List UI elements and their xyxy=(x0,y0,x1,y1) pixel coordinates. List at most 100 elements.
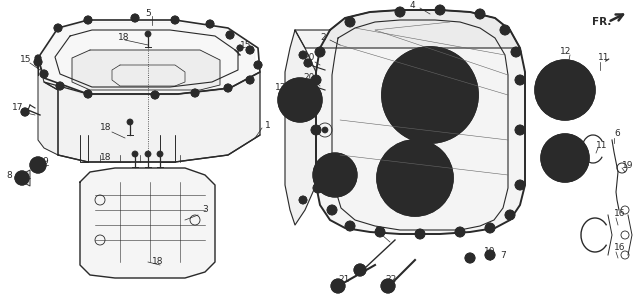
Circle shape xyxy=(299,196,307,204)
Circle shape xyxy=(345,17,355,27)
Circle shape xyxy=(518,183,522,187)
Polygon shape xyxy=(316,10,525,234)
Text: 8: 8 xyxy=(6,170,12,180)
Circle shape xyxy=(131,14,139,22)
Circle shape xyxy=(193,91,196,95)
Circle shape xyxy=(485,250,495,260)
Circle shape xyxy=(35,55,41,61)
Circle shape xyxy=(354,264,366,276)
Circle shape xyxy=(304,79,312,87)
Text: 18: 18 xyxy=(118,33,129,42)
Circle shape xyxy=(391,154,439,202)
Circle shape xyxy=(304,59,312,67)
Circle shape xyxy=(381,279,395,293)
Circle shape xyxy=(248,49,252,52)
Circle shape xyxy=(478,12,482,16)
Text: 19: 19 xyxy=(622,161,634,169)
Circle shape xyxy=(246,76,254,84)
Circle shape xyxy=(503,28,507,32)
Text: 1: 1 xyxy=(265,121,271,130)
Text: 14: 14 xyxy=(375,227,387,236)
Circle shape xyxy=(40,70,48,78)
Polygon shape xyxy=(44,72,260,162)
Circle shape xyxy=(314,128,318,132)
Circle shape xyxy=(514,50,518,54)
Circle shape xyxy=(515,180,525,190)
Circle shape xyxy=(515,125,525,135)
Circle shape xyxy=(15,171,29,185)
Circle shape xyxy=(36,60,40,64)
Circle shape xyxy=(518,78,522,82)
Circle shape xyxy=(286,86,314,114)
Circle shape xyxy=(465,253,475,263)
Circle shape xyxy=(515,75,525,85)
Text: 3: 3 xyxy=(202,205,208,215)
Circle shape xyxy=(134,17,136,20)
Circle shape xyxy=(30,157,46,173)
Circle shape xyxy=(377,140,453,216)
Circle shape xyxy=(127,119,133,125)
Circle shape xyxy=(313,183,323,193)
Polygon shape xyxy=(295,10,520,48)
Text: 9: 9 xyxy=(42,157,48,166)
Circle shape xyxy=(475,9,485,19)
Circle shape xyxy=(246,46,254,54)
Circle shape xyxy=(438,8,442,12)
Text: 15: 15 xyxy=(240,41,252,50)
Circle shape xyxy=(278,78,322,122)
Text: 5: 5 xyxy=(145,10,151,18)
Circle shape xyxy=(500,25,510,35)
Circle shape xyxy=(485,223,495,233)
Circle shape xyxy=(157,151,163,157)
Circle shape xyxy=(171,16,179,24)
Circle shape xyxy=(488,226,492,230)
Circle shape xyxy=(545,70,585,110)
Text: 7: 7 xyxy=(500,251,506,259)
Circle shape xyxy=(311,75,321,85)
Text: 21: 21 xyxy=(338,275,349,285)
Circle shape xyxy=(378,230,382,234)
Circle shape xyxy=(86,92,90,95)
Text: 18: 18 xyxy=(100,154,111,162)
Circle shape xyxy=(398,63,462,127)
Circle shape xyxy=(330,208,334,212)
Circle shape xyxy=(206,20,214,28)
Polygon shape xyxy=(72,50,220,90)
Circle shape xyxy=(299,51,307,59)
Circle shape xyxy=(511,47,521,57)
Text: 12: 12 xyxy=(558,135,570,145)
Circle shape xyxy=(316,186,320,190)
Circle shape xyxy=(237,45,243,51)
Circle shape xyxy=(191,89,199,97)
Circle shape xyxy=(313,153,357,197)
Circle shape xyxy=(254,61,262,69)
Text: 20: 20 xyxy=(303,53,314,63)
Circle shape xyxy=(228,33,232,37)
Text: 11: 11 xyxy=(598,53,609,63)
Circle shape xyxy=(412,77,448,113)
Circle shape xyxy=(154,94,157,96)
Circle shape xyxy=(395,7,405,17)
Text: 11: 11 xyxy=(596,141,607,150)
Text: 17: 17 xyxy=(12,103,24,112)
Circle shape xyxy=(34,58,42,66)
Text: 6: 6 xyxy=(614,129,620,138)
Circle shape xyxy=(398,10,402,14)
Circle shape xyxy=(84,16,92,24)
Polygon shape xyxy=(40,22,255,95)
Circle shape xyxy=(145,31,151,37)
Circle shape xyxy=(311,125,321,135)
Polygon shape xyxy=(80,168,215,278)
Circle shape xyxy=(226,31,234,39)
Circle shape xyxy=(54,24,62,32)
Circle shape xyxy=(248,79,252,81)
Circle shape xyxy=(209,22,211,25)
Text: 15: 15 xyxy=(20,56,31,64)
Circle shape xyxy=(145,151,151,157)
Circle shape xyxy=(458,230,462,234)
Circle shape xyxy=(151,91,159,99)
Text: 10: 10 xyxy=(484,247,495,257)
Text: 4: 4 xyxy=(410,2,415,10)
Circle shape xyxy=(56,82,64,90)
Circle shape xyxy=(84,90,92,98)
